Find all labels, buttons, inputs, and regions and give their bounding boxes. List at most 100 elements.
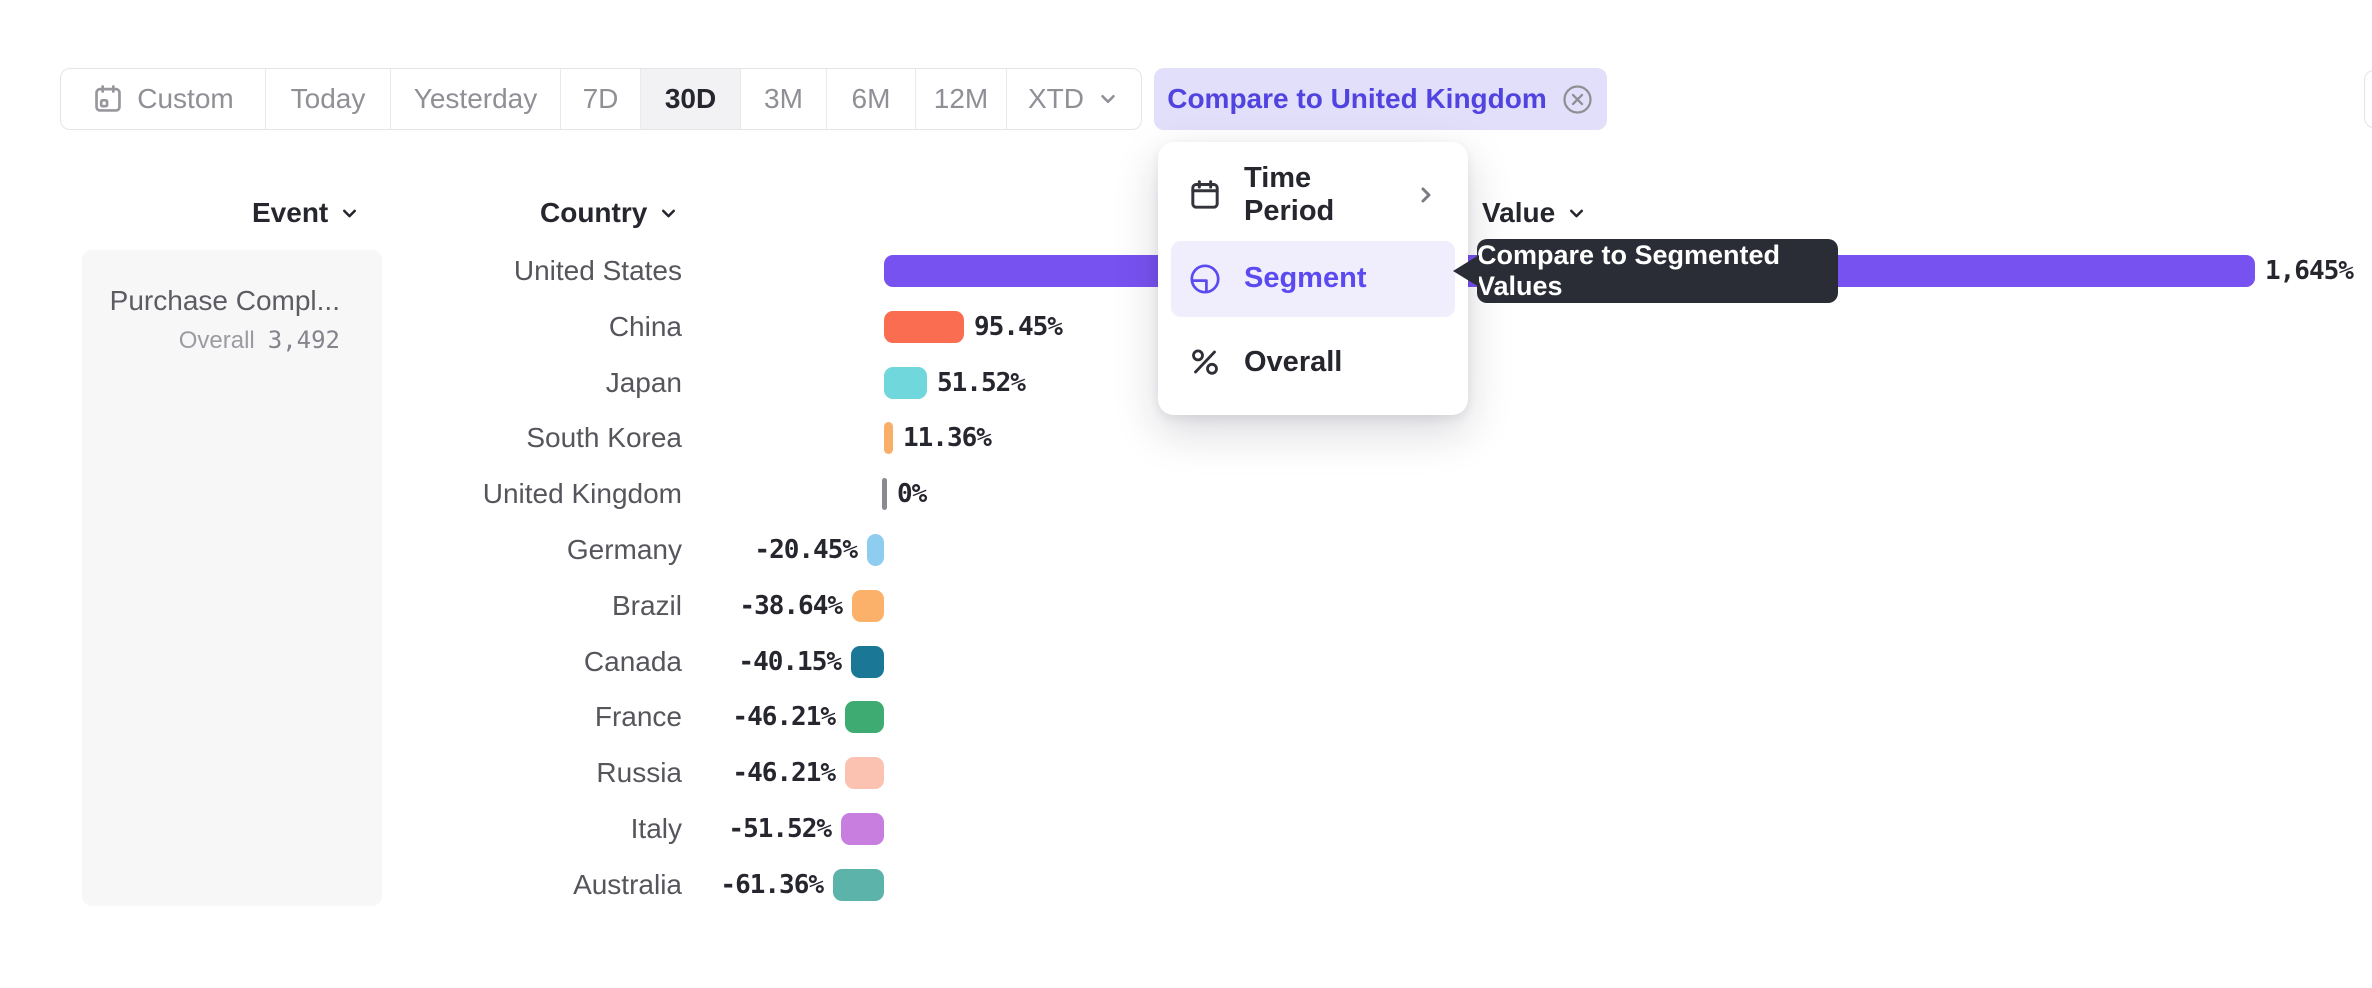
bar[interactable] <box>845 757 884 789</box>
bar[interactable] <box>884 311 964 343</box>
event-overall-row: Overall 3,492 <box>92 326 340 355</box>
chart-row: Germany -20.45% <box>0 534 2372 566</box>
segment-icon <box>1188 262 1222 296</box>
calendar-icon <box>92 83 124 115</box>
country-label: Australia <box>573 869 682 900</box>
chart-row: Brazil -38.64% <box>0 590 2372 622</box>
chevron-down-icon <box>1566 203 1587 224</box>
chart-row: Russia -46.21% <box>0 757 2372 789</box>
chart-row: France -46.21% <box>0 701 2372 733</box>
country-label: Germany <box>566 534 682 565</box>
date-range-label: 3M <box>764 83 803 114</box>
chevron-down-icon <box>339 203 360 224</box>
event-header-label: Event <box>252 197 329 228</box>
chevron-down-icon <box>1097 88 1119 110</box>
bar[interactable] <box>841 813 884 845</box>
menu-item-time-period[interactable]: Time Period <box>1171 157 1455 233</box>
percent-icon <box>1188 345 1222 379</box>
country-label: United Kingdom <box>482 478 682 509</box>
menu-item-overall[interactable]: Overall <box>1171 324 1455 400</box>
date-range-label: Yesterday <box>413 83 538 114</box>
value-header-label: Value <box>1482 197 1556 228</box>
tooltip: Compare to Segmented Values <box>1453 239 1838 303</box>
chart-row: Australia -61.36% <box>0 869 2372 901</box>
date-range-label: 12M <box>933 83 989 114</box>
bar[interactable] <box>833 869 884 901</box>
chart-row: China 95.45% <box>0 311 2372 343</box>
close-circle-icon[interactable] <box>1561 83 1594 116</box>
bar[interactable] <box>884 367 927 399</box>
bar[interactable] <box>867 534 884 566</box>
chart-row: Japan 51.52% <box>0 367 2372 399</box>
date-range-custom[interactable]: Custom <box>61 69 266 129</box>
value-column-header[interactable]: Value <box>1482 197 1587 229</box>
event-column-header[interactable]: Event <box>252 197 360 229</box>
country-label: United States <box>513 255 682 286</box>
date-range-today[interactable]: Today <box>266 69 391 129</box>
country-label: Italy <box>630 813 682 844</box>
bar[interactable] <box>852 590 884 622</box>
value-label: 1,645% <box>2265 256 2354 286</box>
date-range-label: 6M <box>851 83 891 114</box>
overall-value: 3,492 <box>267 326 340 354</box>
zero-axis-tick[interactable] <box>882 478 887 510</box>
menu-item-label: Segment <box>1244 262 1367 294</box>
value-label: -61.36% <box>720 870 824 900</box>
bar[interactable] <box>851 646 884 678</box>
date-range-30d[interactable]: 30D <box>641 69 741 129</box>
menu-item-segment[interactable]: Segment <box>1171 240 1455 317</box>
country-label: China <box>608 311 682 342</box>
menu-item-label: Time Period <box>1244 162 1335 227</box>
country-label: South Korea <box>526 422 682 453</box>
chevron-down-icon <box>658 203 679 224</box>
country-header-label: Country <box>540 197 648 228</box>
cutoff-button-fragment[interactable] <box>2364 70 2372 128</box>
value-label: 11.36% <box>903 423 992 453</box>
date-range-3m[interactable]: 3M <box>741 69 827 129</box>
date-range-6m[interactable]: 6M <box>827 69 916 129</box>
date-range-7d[interactable]: 7D <box>561 69 641 129</box>
tooltip-arrow <box>1453 255 1479 287</box>
event-legend-panel[interactable]: Purchase Compl... Overall 3,492 <box>82 250 382 906</box>
value-label: -51.52% <box>728 814 832 844</box>
chart-row: Canada -40.15% <box>0 646 2372 678</box>
bar[interactable] <box>884 422 893 454</box>
value-label: 0% <box>897 479 927 509</box>
date-range-label: Custom <box>137 83 234 114</box>
date-range-toolbar: Custom Today Yesterday 7D 30D 3M 6M 12M … <box>60 68 1142 130</box>
date-range-label: 30D <box>664 83 717 114</box>
compare-dropdown-menu: Time Period Segment Overal <box>1158 142 1468 415</box>
date-range-yesterday[interactable]: Yesterday <box>391 69 561 129</box>
compare-chip[interactable]: Compare to United Kingdom <box>1154 68 1607 130</box>
country-column-header[interactable]: Country <box>540 197 679 229</box>
value-label: -38.64% <box>739 591 843 621</box>
chart-row: United Kingdom 0% <box>0 478 2372 510</box>
country-label: France <box>594 701 682 732</box>
value-label: -40.15% <box>738 647 842 677</box>
tooltip-text: Compare to Segmented Values <box>1477 240 1781 301</box>
chevron-right-icon <box>1414 183 1438 207</box>
value-label: -46.21% <box>732 702 836 732</box>
date-range-label: XTD <box>1028 83 1084 114</box>
event-name: Purchase Compl... <box>109 285 340 316</box>
country-label: Canada <box>583 646 682 677</box>
calendar-icon <box>1188 178 1222 212</box>
date-range-label: Today <box>290 83 366 114</box>
value-label: 51.52% <box>937 368 1026 398</box>
bar[interactable] <box>845 701 884 733</box>
value-label: 95.45% <box>974 312 1063 342</box>
country-label: Russia <box>596 757 682 788</box>
menu-item-label: Overall <box>1244 345 1343 378</box>
country-label: Japan <box>605 367 682 398</box>
compare-chip-label: Compare to United Kingdom <box>1167 83 1547 114</box>
date-range-label: 7D <box>582 83 619 114</box>
date-range-xtd-dropdown[interactable]: XTD <box>1007 69 1140 129</box>
date-range-12m[interactable]: 12M <box>916 69 1007 129</box>
value-label: -46.21% <box>732 758 836 788</box>
country-label: Brazil <box>611 590 682 621</box>
value-label: -20.45% <box>754 535 858 565</box>
chart-row: South Korea 11.36% <box>0 422 2372 454</box>
chart-row: Italy -51.52% <box>0 813 2372 845</box>
overall-label: Overall <box>178 327 255 354</box>
